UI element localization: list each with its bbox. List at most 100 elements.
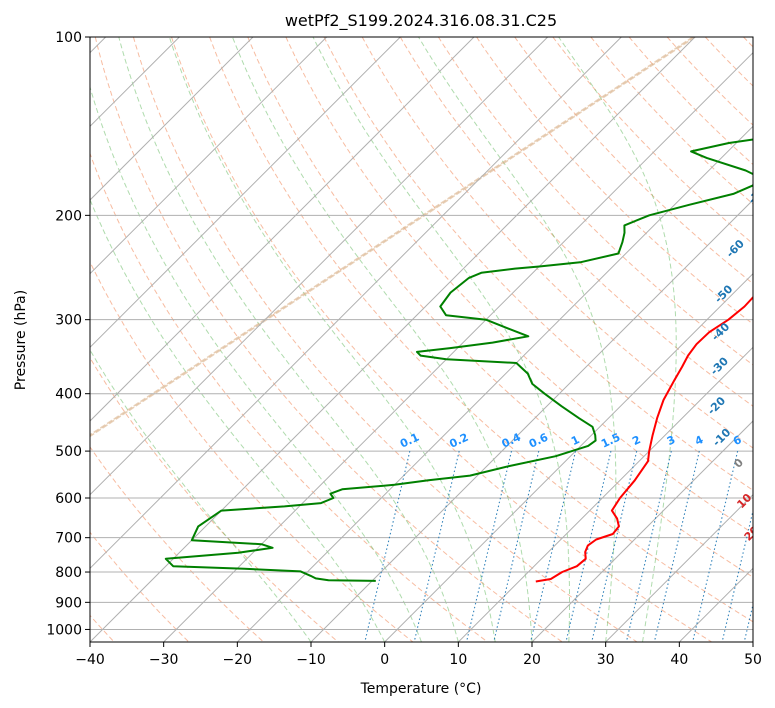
- dry-adiabats: [90, 37, 753, 642]
- dry-adiabat: [743, 37, 753, 48]
- y-tick-label: 1000: [46, 622, 82, 638]
- saturation-ice-lines: [90, 37, 696, 438]
- dry-adiabat: [323, 37, 753, 491]
- isotherm: [90, 37, 328, 275]
- dry-adiabat: [247, 37, 753, 578]
- y-tick-label: 500: [55, 444, 82, 460]
- dry-adiabat: [171, 37, 712, 642]
- dry-adiabat: [90, 356, 339, 642]
- mixing-ratio-label: 6: [731, 433, 744, 448]
- mixing-ratio-line: [692, 450, 739, 642]
- mixing-ratio-line: [493, 450, 540, 642]
- line-labels: -100-90-80-70-60-50-40-30-20-100.10.20.4…: [398, 146, 775, 600]
- isotherm: [752, 641, 753, 642]
- mixing-ratio-label: 2: [630, 433, 642, 448]
- moist-adiabat: [312, 37, 570, 642]
- wet-bulb-label: 40: [769, 580, 775, 600]
- wet-bulb-label: 0: [731, 456, 746, 471]
- mixing-ratio-line: [465, 450, 513, 642]
- moist-adiabat: [118, 37, 459, 642]
- plot-frame: [89, 36, 754, 643]
- isotherm: [90, 37, 696, 642]
- dry-adiabat: [90, 152, 488, 642]
- moist-adiabat: [168, 37, 496, 642]
- isotherm: [531, 420, 753, 642]
- dry-adiabat: [590, 37, 753, 205]
- x-tick-label: 20: [523, 652, 541, 668]
- isobar-gridlines: [90, 37, 753, 630]
- wet-bulb-label: 20: [742, 523, 762, 543]
- isotherm: [90, 37, 622, 570]
- saturation-line-label: -80: [755, 146, 775, 169]
- moist-adiabat: [90, 349, 312, 642]
- isotherm: [90, 37, 254, 201]
- data-series: [164, 138, 753, 583]
- dry-adiabat: [90, 446, 264, 642]
- isotherm: [605, 493, 753, 642]
- saturation-line-label: -40: [709, 320, 732, 343]
- y-tick-label: 100: [55, 30, 82, 46]
- ice-saturation-line: [90, 37, 694, 436]
- mixing-ratio-label: 4: [693, 433, 706, 448]
- y-tick-label: 600: [55, 491, 82, 507]
- temperature-series: [535, 295, 753, 583]
- mixing-ratio-label: 0.2: [447, 431, 470, 451]
- mixing-ratio-label: 8: [761, 433, 773, 448]
- x-tick-label: −40: [75, 652, 105, 668]
- moist-adiabats: [90, 37, 677, 642]
- mixing-ratio-line: [653, 450, 700, 642]
- isotherm: [457, 346, 753, 642]
- mixing-ratio-line: [591, 450, 638, 642]
- y-tick-label: 800: [55, 565, 82, 581]
- wet-bulb-label: 30: [752, 553, 772, 573]
- y-tick-label: 700: [55, 531, 82, 547]
- saturation-line-label: -50: [712, 282, 735, 305]
- wet-bulb-label: 10: [734, 491, 754, 511]
- dry-adiabat: [399, 37, 753, 407]
- dewpoint-series: [164, 138, 753, 582]
- skewed-isotherms: [90, 37, 753, 642]
- mixing-ratio-line: [413, 450, 460, 642]
- y-axis-ticks: 1000 900 800 700 600 500 400 300 200 100: [46, 30, 90, 638]
- x-axis-ticks: −40 −30 −20 −10 0 10 20 30 40 50: [75, 642, 762, 668]
- saturation-line-label: -30: [708, 354, 731, 377]
- dry-adiabat: [628, 37, 753, 166]
- x-tick-label: 10: [449, 652, 467, 668]
- mixing-ratio-line: [721, 508, 753, 642]
- x-tick-label: 0: [380, 652, 389, 668]
- dry-adiabat: [514, 37, 753, 285]
- dry-adiabat: [552, 37, 753, 245]
- saturation-line-label: -20: [705, 394, 728, 417]
- x-tick-label: −30: [149, 652, 179, 668]
- dry-adiabat: [90, 260, 414, 642]
- saturation-line-label: -60: [724, 237, 747, 260]
- y-tick-label: 200: [55, 208, 82, 224]
- isotherm: [310, 199, 753, 642]
- saturation-line-label: -70: [746, 183, 769, 206]
- isotherm: [678, 567, 753, 642]
- dry-adiabat: [209, 37, 753, 623]
- isotherm: [163, 51, 753, 642]
- x-tick-label: 30: [597, 652, 615, 668]
- isotherm: [90, 37, 401, 349]
- mixing-ratio-label: 1.5: [599, 431, 622, 451]
- x-tick-label: 40: [670, 652, 688, 668]
- chart-title: wetPf2_S199.2024.316.08.31.C25: [285, 11, 557, 31]
- isotherm: [90, 37, 549, 496]
- moist-adiabat: [90, 198, 386, 642]
- y-tick-label: 300: [55, 313, 82, 329]
- mixing-ratio-label: 1: [569, 433, 581, 448]
- isotherm: [236, 125, 753, 642]
- moist-adiabat: [558, 37, 677, 642]
- y-tick-label: 400: [55, 387, 82, 403]
- mixing-ratio-line: [530, 450, 577, 642]
- y-axis-label: Pressure (hPa): [13, 290, 29, 390]
- dry-adiabat: [94, 37, 563, 642]
- mixing-ratio-line: [770, 451, 775, 642]
- moist-adiabat: [231, 37, 533, 642]
- x-tick-label: −20: [223, 652, 253, 668]
- dry-adiabat: [132, 37, 638, 642]
- x-tick-label: 50: [744, 652, 762, 668]
- saturation-line-label: -10: [710, 426, 733, 449]
